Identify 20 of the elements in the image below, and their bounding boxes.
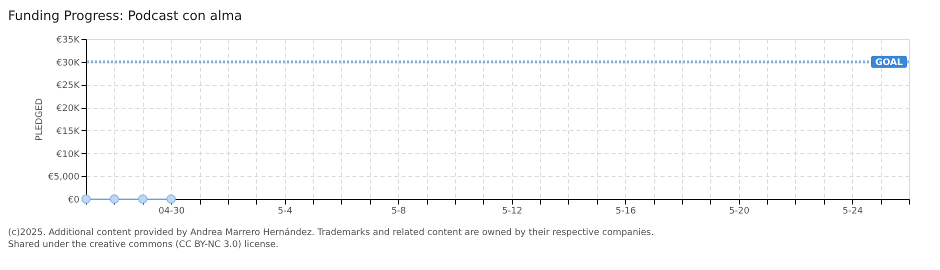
text: (c)2025. Additional content provided by Andrea Marrero Hernández. Trademarks and related content are owned by their respective companies. [8,227,654,238]
y-tick-label: €20K [56,104,81,114]
y-tick-label: €35K [56,36,81,46]
x-tick-label: 5-8 [391,206,406,216]
x-tick-label: 5-12 [502,206,522,216]
text: Shared under the creative commons (CC BY-NC 3.0) license. [8,240,279,250]
x-tick-label: 5-20 [729,206,750,216]
x-tick-label: 5-4 [278,206,293,216]
y-axis-title: PLEDGED [35,98,46,141]
y-tick-label: €0 [68,196,80,206]
x-tick-label: 5-24 [842,206,864,216]
y-tick-label: €25K [56,81,81,92]
y-tick-label: €15K [56,126,81,137]
x-tick-label: 5-16 [615,206,636,216]
y-tick-label: €5,000 [48,172,80,183]
y-tick-label: €10K [56,150,81,160]
y-tick-label: €30K [56,58,81,68]
chart-title: Funding Progress: Podcast con alma [8,9,242,24]
ref-line-label: GOAL [875,58,904,68]
x-tick-label: 04-30 [158,206,185,216]
